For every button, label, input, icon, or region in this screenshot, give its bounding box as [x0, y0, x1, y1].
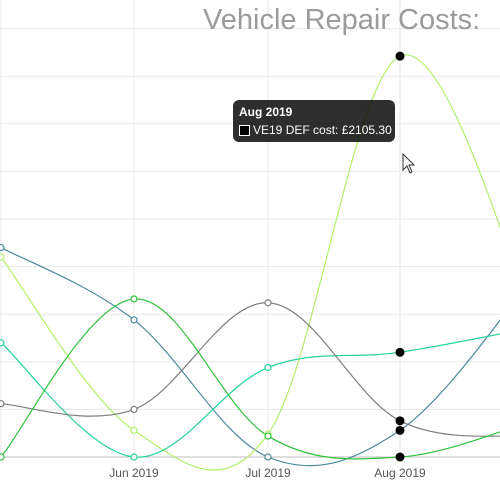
- data-point[interactable]: [264, 363, 272, 372]
- tooltip-label: VE19 DEF cost: £2105.30: [253, 123, 392, 137]
- data-point[interactable]: [130, 405, 138, 413]
- data-point[interactable]: [264, 432, 272, 440]
- x-tick-label: Jun 2019: [109, 466, 159, 480]
- tooltip-swatch: [239, 124, 250, 136]
- data-point[interactable]: [0, 253, 5, 261]
- highlighted-point[interactable]: [395, 452, 405, 462]
- tooltip-title: Aug 2019: [239, 105, 293, 119]
- data-point[interactable]: [0, 400, 5, 408]
- tooltip-row: VE19 DEF cost: £2105.30: [239, 123, 392, 137]
- series-line-1: [0, 54, 500, 471]
- data-point[interactable]: [0, 243, 5, 252]
- data-point[interactable]: [130, 453, 138, 461]
- series-line-2: [0, 333, 500, 458]
- data-point[interactable]: [130, 316, 138, 324]
- data-point[interactable]: [130, 426, 138, 434]
- chart-title: Vehicle Repair Costs:: [203, 4, 481, 36]
- highlighted-point[interactable]: [395, 416, 405, 426]
- highlighted-point[interactable]: [395, 347, 405, 357]
- data-point[interactable]: [130, 295, 138, 303]
- series-line-4: [0, 298, 500, 460]
- series-line-3: [0, 302, 500, 437]
- data-points: [0, 51, 405, 462]
- x-tick-label: Aug 2019: [374, 466, 426, 480]
- data-point[interactable]: [264, 299, 272, 307]
- highlighted-point[interactable]: [395, 425, 405, 435]
- mouse-cursor-icon: [402, 153, 416, 174]
- series-line-0: [0, 247, 500, 467]
- gridlines: [0, 0, 500, 458]
- tooltip: Aug 2019 VE19 DEF cost: £2105.30: [233, 100, 395, 142]
- data-point[interactable]: [264, 453, 272, 461]
- highlighted-point[interactable]: [395, 51, 405, 61]
- x-tick-label: Jul 2019: [245, 466, 291, 480]
- data-point[interactable]: [0, 339, 5, 347]
- data-point[interactable]: [0, 453, 5, 461]
- x-axis-ticks: Jun 2019 Jul 2019 Aug 2019: [109, 466, 426, 480]
